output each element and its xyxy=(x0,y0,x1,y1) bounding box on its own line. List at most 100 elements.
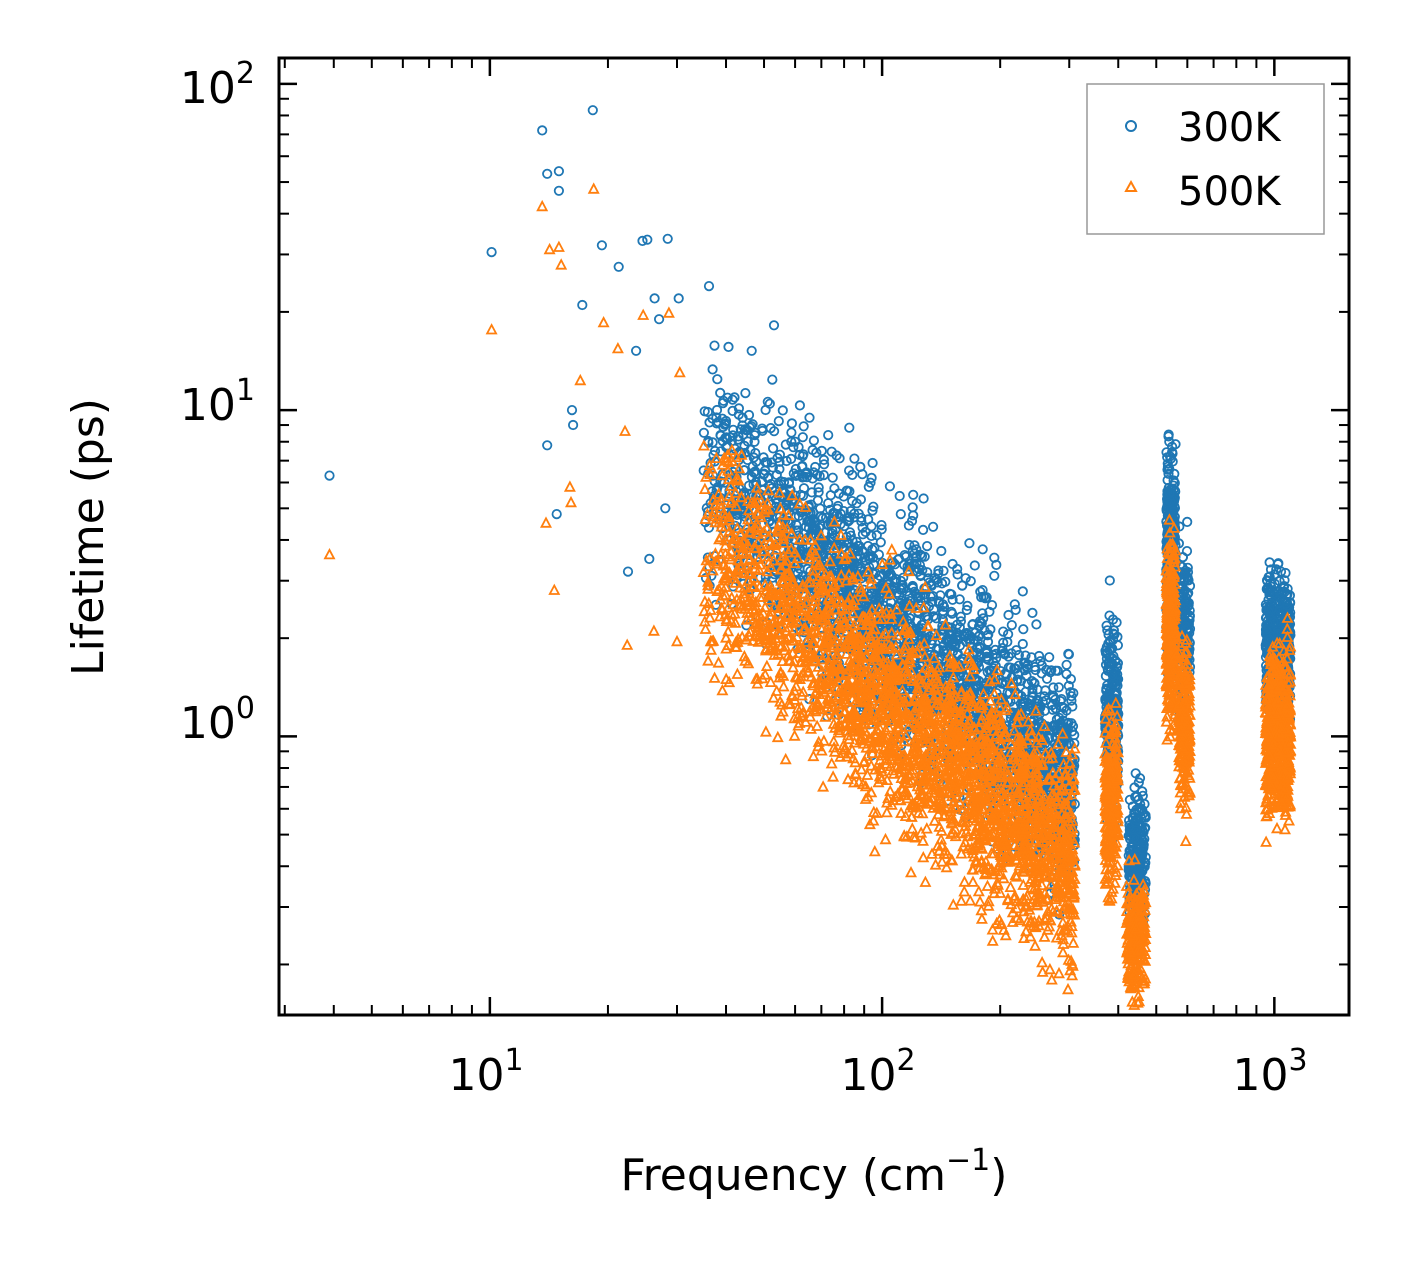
data-point-300k xyxy=(811,469,823,480)
data-point-300k xyxy=(952,569,963,580)
data-point-300k xyxy=(797,451,808,462)
data-point-300k xyxy=(983,654,994,666)
data-point-300k xyxy=(702,406,714,418)
data-point-300k xyxy=(727,405,738,416)
data-point-300k xyxy=(921,540,933,552)
data-point-300k xyxy=(750,466,761,477)
data-point-300k xyxy=(815,503,826,514)
data-point-300k xyxy=(1018,624,1029,635)
data-point-300k xyxy=(742,436,754,447)
data-point-300k xyxy=(772,452,783,464)
data-point-500k xyxy=(759,725,772,737)
data-point-500k xyxy=(705,643,717,655)
data-point-300k xyxy=(749,430,760,441)
data-point-300k xyxy=(977,608,988,619)
data-point-300k xyxy=(911,615,922,626)
data-point-300k xyxy=(965,575,976,587)
data-point-300k xyxy=(818,454,830,465)
data-point-300k xyxy=(1026,652,1037,663)
data-point-300k xyxy=(867,505,878,516)
data-point-300k xyxy=(780,439,791,450)
data-point-300k xyxy=(824,504,836,515)
data-point-300k xyxy=(786,436,797,447)
data-point-300k xyxy=(954,622,965,633)
data-point-300k xyxy=(1031,701,1043,712)
data-point-300k xyxy=(818,459,830,470)
data-point-300k xyxy=(798,483,810,494)
data-point-300k xyxy=(972,642,983,654)
data-point-300k xyxy=(895,584,906,595)
data-point-300k xyxy=(711,404,723,416)
data-point-500k xyxy=(917,850,930,863)
data-point-300k xyxy=(807,514,819,525)
data-point-300k xyxy=(982,630,993,641)
data-point-300k xyxy=(1029,677,1040,688)
data-point-300k xyxy=(767,443,779,454)
data-point-300k xyxy=(1044,652,1055,663)
data-point-300k xyxy=(972,680,983,691)
data-point-300k xyxy=(903,520,915,531)
data-point-300k xyxy=(1061,718,1072,729)
scatter-layer xyxy=(323,105,1297,1010)
data-point-300k xyxy=(899,549,910,561)
data-point-300k xyxy=(910,552,922,564)
data-point-300k xyxy=(723,341,734,352)
data-point-300k xyxy=(876,524,887,535)
data-point-300k xyxy=(813,482,824,493)
data-point-300k xyxy=(889,582,900,593)
data-point-300k xyxy=(998,626,1009,637)
data-point-300k xyxy=(847,469,858,480)
data-point-300k xyxy=(985,624,996,635)
data-point-300k xyxy=(823,429,834,441)
data-point-300k xyxy=(1017,586,1028,597)
data-point-300k xyxy=(945,629,956,640)
data-point-300k xyxy=(989,552,1000,563)
data-point-300k xyxy=(961,604,972,616)
data-point-300k xyxy=(977,544,988,555)
data-point-300k xyxy=(986,666,997,677)
data-point-300k xyxy=(738,429,749,440)
data-point-300k xyxy=(724,432,736,443)
data-point-300k xyxy=(740,387,751,399)
data-point-300k xyxy=(990,644,1001,656)
data-point-300k xyxy=(838,505,849,517)
data-point-300k xyxy=(951,619,963,630)
data-point-300k xyxy=(919,592,930,603)
data-point-300k xyxy=(1066,718,1077,729)
data-point-300k xyxy=(936,545,947,557)
data-point-300k xyxy=(1020,686,1031,697)
data-point-300k xyxy=(1003,609,1014,621)
data-point-300k xyxy=(796,461,808,472)
data-point-300k xyxy=(912,593,923,604)
data-point-300k xyxy=(986,599,998,611)
data-point-300k xyxy=(794,400,806,411)
data-point-300k xyxy=(916,551,928,562)
data-point-300k xyxy=(938,601,950,613)
data-point-300k xyxy=(712,374,723,385)
data-point-300k xyxy=(849,508,860,519)
data-point-300k xyxy=(832,500,844,512)
data-point-300k xyxy=(816,445,827,456)
data-point-500k xyxy=(708,671,721,683)
data-point-300k xyxy=(757,425,768,436)
data-point-300k xyxy=(1050,665,1061,676)
data-point-300k xyxy=(977,584,988,596)
data-point-300k xyxy=(789,511,800,523)
data-point-500k xyxy=(760,659,773,671)
data-point-300k xyxy=(760,456,771,468)
data-point-300k xyxy=(978,591,989,602)
data-point-300k xyxy=(1063,649,1075,660)
data-point-300k xyxy=(863,514,874,525)
data-point-300k xyxy=(1011,645,1022,656)
data-point-300k xyxy=(841,537,853,549)
data-point-300k xyxy=(790,470,802,481)
data-point-300k xyxy=(806,487,817,498)
data-point-300k xyxy=(769,490,780,501)
data-point-500k xyxy=(712,656,725,668)
data-point-300k xyxy=(938,565,949,576)
data-point-300k xyxy=(931,574,942,585)
data-point-300k xyxy=(820,544,831,555)
data-point-300k xyxy=(1069,729,1080,741)
data-point-300k xyxy=(885,623,897,635)
data-point-300k xyxy=(830,539,841,551)
